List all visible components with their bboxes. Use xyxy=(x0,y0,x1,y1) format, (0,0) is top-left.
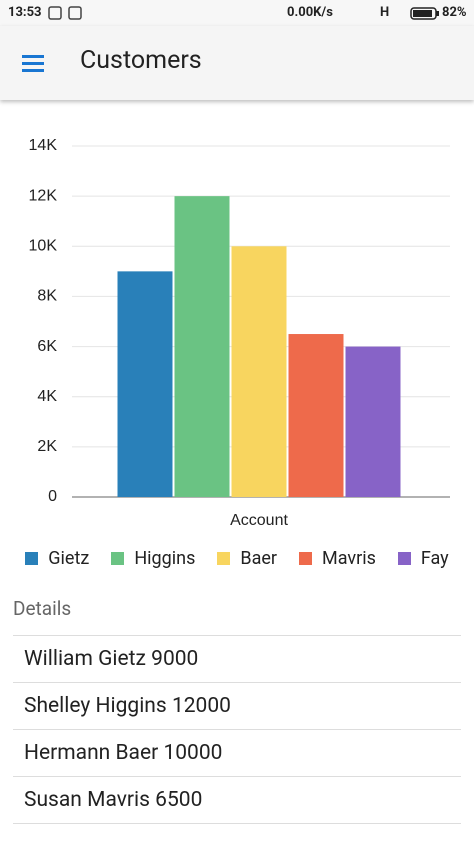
legend-item: Fay xyxy=(397,548,449,569)
legend-swatch xyxy=(111,552,125,565)
legend-swatch xyxy=(397,552,411,565)
app-bar: Customers xyxy=(0,26,474,100)
menu-button[interactable] xyxy=(22,54,44,72)
battery-level: 82% xyxy=(442,5,467,20)
list-item[interactable]: William Gietz 9000 xyxy=(13,636,461,683)
list-item[interactable]: Hermann Baer 10000 xyxy=(13,730,461,777)
legend-label: Fay xyxy=(420,548,449,569)
legend-item: Mavris xyxy=(299,548,376,569)
legend-item: Gietz xyxy=(25,548,89,569)
legend-swatch xyxy=(299,552,313,565)
legend: Gietz Higgins Baer Mavris Fay xyxy=(0,548,474,569)
legend-item: Higgins xyxy=(111,548,195,569)
y-tick-label: 2K xyxy=(37,438,57,455)
legend-label: Gietz xyxy=(48,548,90,569)
legend-label: Higgins xyxy=(134,548,196,569)
section-title: Details xyxy=(13,597,461,636)
list-item[interactable]: Susan Mavris 6500 xyxy=(13,777,461,824)
notification-icons xyxy=(48,6,82,20)
legend-item: Baer xyxy=(217,548,277,569)
y-tick-label: 6K xyxy=(37,338,57,355)
y-tick-label: 14K xyxy=(29,137,58,154)
bar xyxy=(345,346,401,497)
y-tick-label: 12K xyxy=(29,187,58,204)
list-item[interactable]: Shelley Higgins 12000 xyxy=(13,683,461,730)
legend-swatch xyxy=(25,552,39,565)
network-type: H xyxy=(380,5,390,20)
bar xyxy=(174,196,230,497)
page-title: Customers xyxy=(80,46,202,75)
legend-label: Mavris xyxy=(322,548,376,569)
clock: 13:53 xyxy=(8,5,42,20)
y-tick-label: 4K xyxy=(37,388,57,405)
legend-swatch xyxy=(217,552,231,565)
chart: 02K4K6K8K10K12K14KAccountAccount xyxy=(29,137,450,529)
net-speed: 0.00K/s xyxy=(287,5,333,20)
bar xyxy=(117,271,173,497)
details-list: Details William Gietz 9000 Shelley Higgin… xyxy=(13,597,461,824)
legend-label: Baer xyxy=(240,548,278,569)
y-tick-label: 8K xyxy=(37,288,57,305)
x-axis-title: Account xyxy=(230,512,288,529)
status-bar: 13:53 0.00K/s H 82% xyxy=(0,0,474,26)
y-tick-label: 10K xyxy=(29,238,58,255)
bar xyxy=(288,334,344,497)
bar xyxy=(231,246,287,497)
battery-icon xyxy=(410,7,439,20)
y-tick-label: 0 xyxy=(48,488,57,505)
